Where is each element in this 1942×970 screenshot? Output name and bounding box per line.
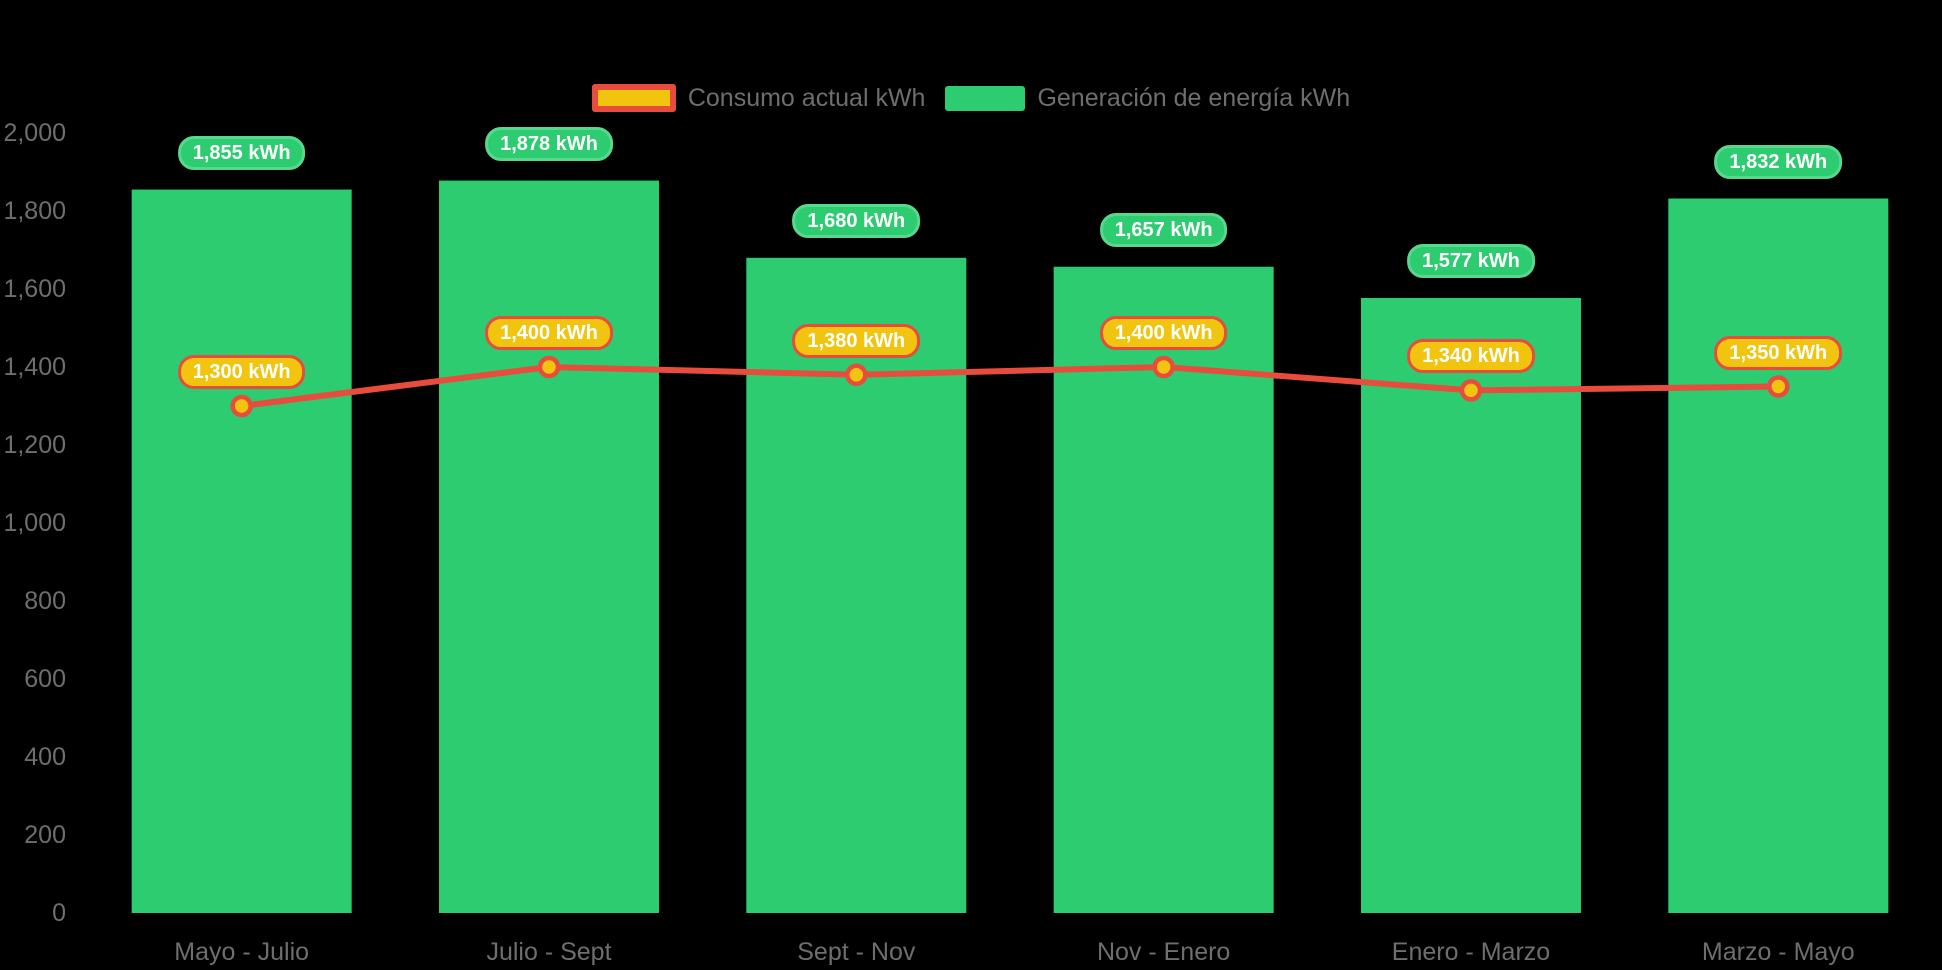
- line-value-badge: 1,400 kWh: [1099, 316, 1228, 350]
- bar-value-badge: 1,657 kWh: [1099, 212, 1228, 247]
- line-value-badge: 1,340 kWh: [1407, 339, 1535, 374]
- y-axis-tick-label: 200: [24, 821, 66, 849]
- x-axis-label: Nov - Enero: [1096, 938, 1231, 966]
- bar-value-badge: 1,680 kWh: [792, 203, 921, 238]
- x-axis-label: Enero - Marzo: [1391, 938, 1551, 966]
- y-axis-tick-label: 1,600: [3, 275, 66, 303]
- consumo-point-marker[interactable]: [537, 355, 561, 379]
- generacion-bar-swatch-icon: [945, 85, 1026, 111]
- bar-value-badge: 1,878 kWh: [485, 126, 613, 161]
- y-axis-tick-label: 1,400: [3, 353, 66, 381]
- x-axis-label: Marzo - Mayo: [1701, 938, 1855, 966]
- line-value-badge: 1,350 kWh: [1714, 335, 1843, 370]
- consumo-point-marker[interactable]: [230, 394, 253, 418]
- line-value-badge: 1,380 kWh: [792, 323, 921, 358]
- consumo-line-swatch-icon: [591, 84, 676, 112]
- x-axis-label: Julio - Sept: [486, 938, 612, 966]
- y-axis-tick-label: 1,200: [3, 431, 66, 459]
- consumo-point-marker[interactable]: [1152, 355, 1175, 379]
- legend-label-generacion: Generación de energía kWh: [1037, 84, 1351, 112]
- y-axis-tick-label: 1,000: [3, 509, 66, 537]
- consumo-point-marker[interactable]: [1767, 375, 1790, 398]
- y-axis-tick-label: 1,800: [3, 197, 66, 225]
- bar-value-badge: 1,832 kWh: [1714, 144, 1843, 179]
- x-axis-label: Mayo - Julio: [174, 938, 310, 966]
- line-value-badge: 1,300 kWh: [177, 355, 306, 389]
- consumo-point-marker[interactable]: [1459, 379, 1483, 402]
- bar-value-badge: 1,855 kWh: [177, 135, 306, 170]
- bar-generacion-energia[interactable]: [438, 180, 659, 913]
- legend-label-consumo: Consumo actual kWh: [687, 84, 926, 112]
- legend-item-generacion[interactable]: Generación de energía kWh: [945, 85, 1350, 111]
- y-axis-tick-label: 800: [24, 587, 66, 615]
- bar-generacion-energia[interactable]: [131, 189, 352, 914]
- consumo-line: [238, 364, 1782, 409]
- y-axis-tick-label: 400: [24, 743, 66, 771]
- y-axis-tick-label: 0: [52, 899, 66, 927]
- line-value-badge: 1,400 kWh: [485, 316, 613, 350]
- bar-value-badge: 1,577 kWh: [1407, 243, 1535, 278]
- legend-item-consumo[interactable]: Consumo actual kWh: [591, 84, 926, 112]
- y-axis-tick-label: 600: [24, 665, 66, 693]
- x-axis-label: Sept - Nov: [797, 938, 916, 966]
- legend: Consumo actual kWh Generación de energía…: [0, 84, 1942, 112]
- consumo-point-marker[interactable]: [845, 363, 868, 387]
- y-axis-tick-label: 2,000: [3, 119, 66, 147]
- bar-generacion-energia[interactable]: [1668, 198, 1889, 913]
